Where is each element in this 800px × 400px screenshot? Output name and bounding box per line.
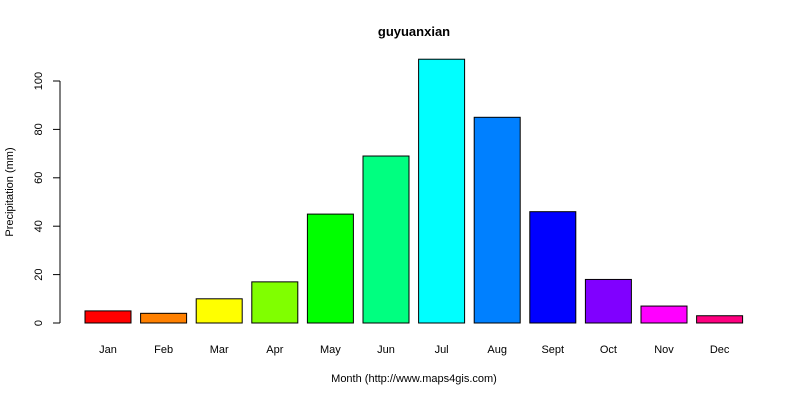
y-tick-label: 40 [33,220,45,232]
bars-group [84,58,744,324]
x-tick-label-sept: Sept [541,344,564,356]
y-tick-label: 0 [33,320,45,326]
x-tick-label-may: May [320,344,341,356]
x-tick-label-apr: Apr [266,344,283,356]
x-tick-label-dec: Dec [710,344,730,356]
bar-dec [696,315,744,324]
bar-apr [251,281,299,324]
bar-oct [584,278,632,324]
bar-aug [473,116,521,324]
bar-sept [529,211,577,324]
x-tick-label-oct: Oct [600,344,617,356]
x-tick-label-nov: Nov [654,344,674,356]
bar-mar [195,298,243,324]
y-tick-label: 100 [33,72,45,90]
x-tick-label-mar: Mar [210,344,229,356]
x-tick-label-jul: Jul [435,344,449,356]
bar-may [306,213,354,324]
bar-jul [418,58,466,324]
x-tick-labels: Jan Feb Mar Apr May Jun Jul Aug Sept Oct Nov Dec [99,344,730,356]
bar-feb [140,312,188,324]
bar-jan [84,310,132,324]
y-axis: 0 20 40 60 80 100 [33,72,61,326]
x-tick-label-jun: Jun [377,344,395,356]
x-tick-label-feb: Feb [154,344,173,356]
x-axis-label: Month (http://www.maps4gis.com) [331,373,497,385]
y-tick-label: 60 [33,172,45,184]
chart-title: guyuanxian [378,24,450,39]
y-tick-label: 20 [33,268,45,280]
x-tick-label-jan: Jan [99,344,117,356]
y-axis-label: Precipitation (mm) [4,147,16,236]
bar-jun [362,155,410,324]
x-tick-label-aug: Aug [487,344,507,356]
y-tick-label: 80 [33,123,45,135]
bar-nov [640,305,688,324]
